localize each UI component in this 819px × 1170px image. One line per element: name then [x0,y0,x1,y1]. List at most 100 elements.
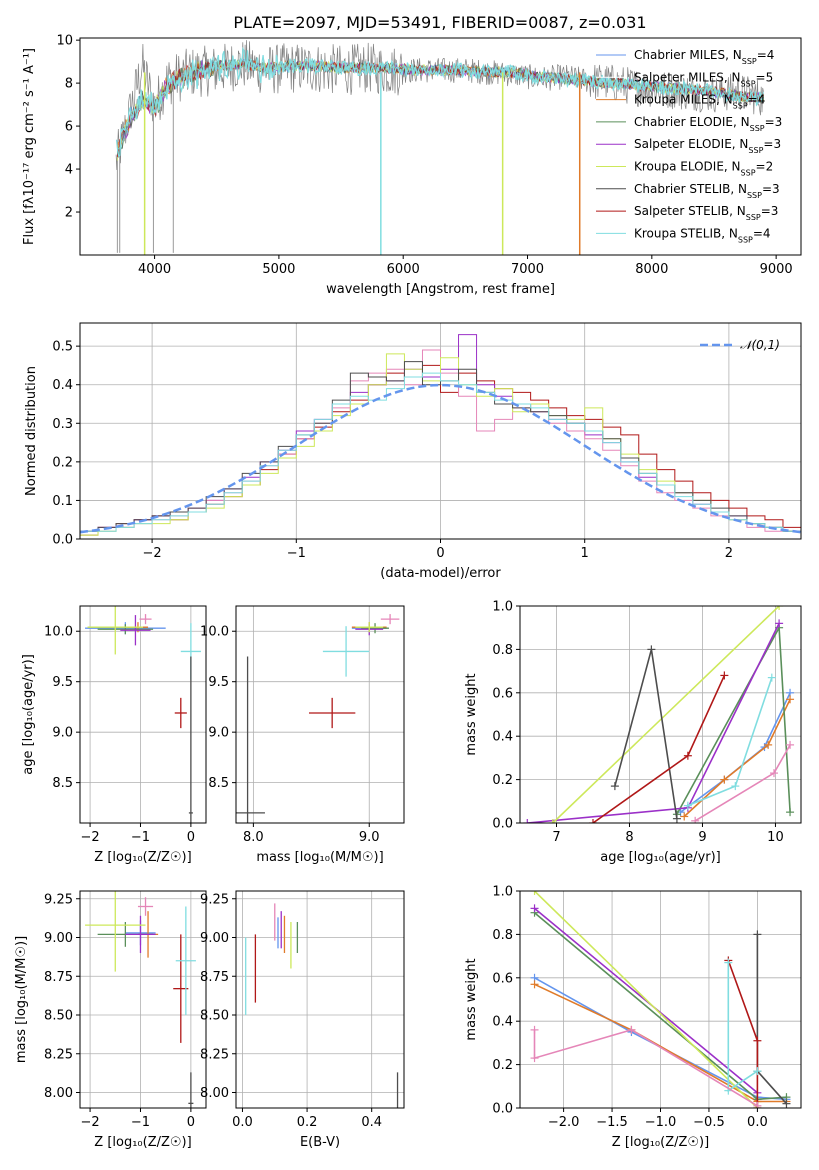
y-tick-label: 8.50 [44,1009,73,1024]
y-tick-label: 0.6 [492,686,513,701]
x-tick-label: −2 [80,1115,99,1130]
y-tick-label: 9.00 [200,931,229,946]
x-tick-label: 0.0 [232,1115,253,1130]
x-tick-label: −1.0 [645,1115,677,1130]
mass-weight-marker [753,930,762,939]
panel-age_vs_mass: 8.0 9.0 8.5 9.0 9.5 10.0 mass [log₁₀(M/M☉)] [200,605,405,865]
mass-weight-marker [680,812,689,821]
errorbar-point [139,614,152,625]
x-tick-label: 8.0 [243,830,264,845]
x-tick-label: 0.2 [297,1115,318,1130]
x-tick-label: −2 [80,830,99,845]
x-tick-label: 0.4 [361,1115,382,1130]
x-tick-label: −2.0 [548,1115,580,1130]
y-tick-label: 9.25 [200,892,229,907]
y-tick-label: 8.25 [200,1047,229,1062]
legend-entry: Kroupa MILES, NSSP=4 [634,93,765,111]
mass-weight-marker [753,1101,762,1108]
y-tick-label: 9.5 [52,675,73,690]
mass-weight-marker [548,819,557,823]
y-tick-label: 0.8 [492,928,513,943]
y-tick-label: 8.50 [200,1009,229,1024]
y-tick-label: 2 [65,206,73,221]
x-axis-label: Z [log₁₀(Z/Z☉)] [612,1135,709,1150]
y-tick-label: 9.0 [52,726,73,741]
mass-weight-marker [530,904,539,913]
mass-weight-marker [786,695,795,704]
errorbar-point [175,906,196,1015]
y-axis-label: Flux [fλ10⁻¹⁷ erg cm⁻² s⁻¹ A⁻¹] [22,48,37,245]
y-tick-label: 0.5 [52,340,73,355]
axes-frame [235,605,405,824]
y-tick-label: 0.8 [492,643,513,658]
mass-weight-marker [786,740,795,749]
mass-weight-marker [786,808,795,817]
x-tick-label: −2 [143,546,162,561]
plot-area [115,40,765,255]
errorbar-point [361,623,389,634]
plot-area [520,606,801,823]
axes-frame [519,890,802,1109]
y-tick-label: 8.00 [44,1086,73,1101]
legend-entry: 𝒩(0,1) [740,338,780,352]
x-tick-label: 0 [436,546,444,561]
x-tick-label: −1 [287,546,306,561]
y-tick-label: 8.00 [200,1086,229,1101]
y-tick-label: 0.2 [492,773,513,788]
y-tick-label: 10 [56,34,73,49]
panel-mw_vs_z: −2.0 −1.5 −1.0 −0.5 0.0 0.0 0.2 0.4 0.6 0.8 1.0 Z [… [464,885,802,1150]
y-tick-label: 0.0 [52,533,73,548]
model-spectrum-kroupa-stelib [115,46,764,158]
legend: Chabrier MILES, NSSP=4 Salpeter MILES, NS… [596,48,782,244]
mass-weight-marker [647,645,656,654]
mass-weight-marker [530,891,539,895]
x-tick-label: 10 [767,830,784,845]
y-tick-label: 8.75 [44,970,73,985]
x-tick-label: 4000 [138,262,171,277]
mass-weight-line [727,960,759,1108]
x-tick-label: 0 [187,1115,195,1130]
mass-weight-marker [588,819,597,823]
histogram-series [80,361,801,539]
errorbar-point [236,656,265,823]
x-tick-label: 0.0 [747,1115,768,1130]
x-tick-label: 9000 [760,262,793,277]
x-tick-label: 0 [187,830,195,845]
x-axis-label: Z [log₁₀(Z/Z☉)] [94,1135,191,1150]
plot-area [80,891,206,1108]
y-tick-label: 9.0 [208,726,229,741]
errorbar-point [97,624,154,635]
panel-mass_vs_z: −2 −1 0 8.00 8.25 8.50 8.75 9.00 9.25 Z [log₁₀(Z/… [14,890,207,1150]
y-axis-label: age [log₁₀(age/yr)] [21,654,36,775]
y-axis-label: mass weight [464,958,479,1040]
y-tick-label: 9.5 [208,675,229,690]
axes-frame [235,890,405,1109]
x-axis-label: wavelength [Angstrom, rest frame] [326,282,555,297]
mass-weight-line [683,698,791,818]
y-tick-label: 0.3 [52,417,73,432]
y-tick-label: 0.2 [492,1058,513,1073]
y-tick-label: 8.25 [44,1047,73,1062]
y-tick-label: 0.0 [492,1102,513,1117]
y-tick-label: 8 [65,77,73,92]
x-axis-label: age [log₁₀(age/yr)] [600,850,721,865]
axes-frame [79,605,207,824]
mass-weight-marker [731,782,740,791]
x-axis-label: Z [log₁₀(Z/Z☉)] [94,850,191,865]
x-tick-label: 6000 [387,262,420,277]
x-tick-label: −1.5 [596,1115,628,1130]
y-tick-label: 8.75 [200,970,229,985]
x-axis-label: mass [log₁₀(M/M☉)] [256,850,383,865]
errorbar-point [355,622,384,633]
x-tick-label: 7000 [511,262,544,277]
y-tick-label: 4 [65,163,73,178]
x-tick-label: −1 [131,830,150,845]
legend-entry: Chabrier STELIB, NSSP=3 [634,182,780,200]
x-tick-label: 9 [698,830,706,845]
axes-frame [519,605,802,824]
mass-weight-marker [720,671,729,680]
y-axis-label: mass [log₁₀(M/M☉)] [14,936,29,1063]
mass-weight-marker [767,673,776,682]
x-tick-label: 1 [581,546,589,561]
errorbar-point [308,697,356,729]
